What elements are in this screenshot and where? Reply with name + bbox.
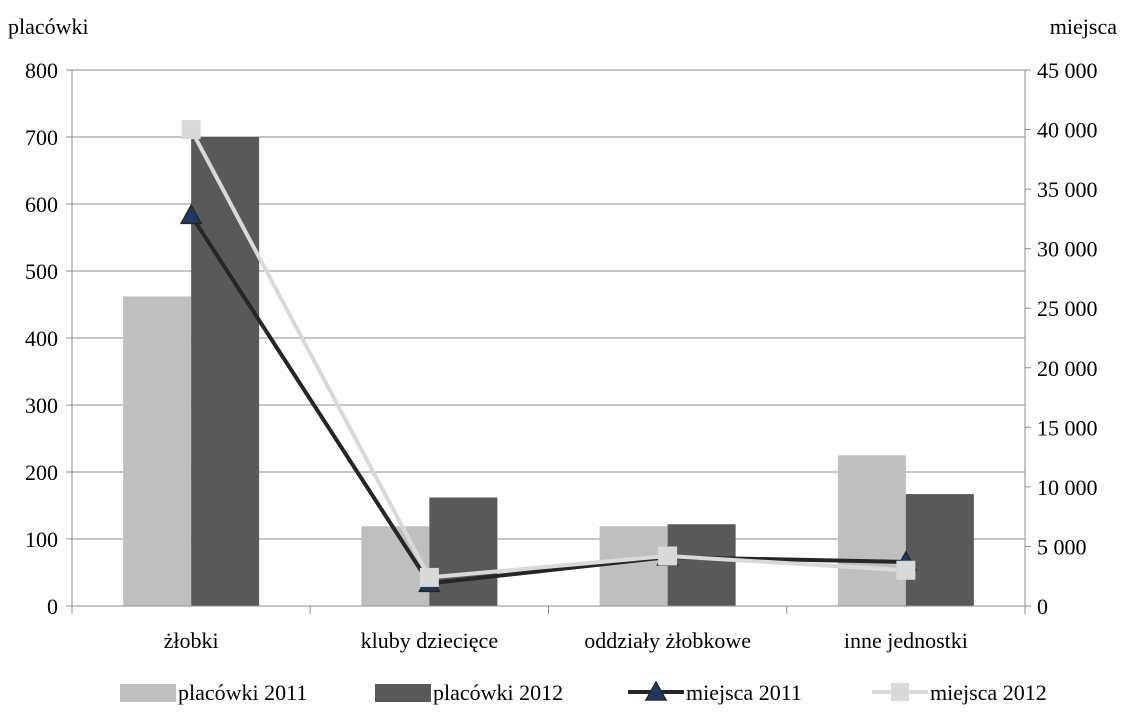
category-label: żłobki xyxy=(164,628,219,653)
left-tick-label: 700 xyxy=(25,125,58,150)
bar xyxy=(667,524,736,606)
right-tick-label: 45 000 xyxy=(1037,58,1098,83)
right-tick-label: 15 000 xyxy=(1037,415,1098,440)
left-tick-label: 200 xyxy=(25,460,58,485)
legend-label: miejsca 2011 xyxy=(686,680,802,705)
series-line xyxy=(189,214,906,586)
category-label: kluby dziecięce xyxy=(361,628,498,653)
bar xyxy=(429,497,498,606)
axes xyxy=(66,69,1031,614)
category-label: inne jednostki xyxy=(844,628,968,653)
left-axis-title: placówki xyxy=(8,14,89,39)
legend-marker xyxy=(891,683,909,701)
legend-label: placówki 2012 xyxy=(433,680,563,705)
point-marker xyxy=(658,546,678,566)
left-tick-label: 100 xyxy=(25,527,58,552)
left-tick-label: 800 xyxy=(25,58,58,83)
left-tick-label: 400 xyxy=(25,326,58,351)
right-tick-label: 35 000 xyxy=(1037,177,1098,202)
bar xyxy=(837,455,906,606)
right-tick-label: 30 000 xyxy=(1037,237,1098,262)
right-tick-label: 0 xyxy=(1037,594,1048,619)
legend-marker xyxy=(644,680,668,701)
left-tick-label: 0 xyxy=(47,594,58,619)
right-tick-label: 10 000 xyxy=(1037,475,1098,500)
right-axis-title: miejsca xyxy=(1050,14,1117,39)
left-tick-label: 500 xyxy=(25,259,58,284)
bar xyxy=(905,494,974,606)
left-tick-label: 600 xyxy=(25,192,58,217)
right-tick-label: 5 000 xyxy=(1037,534,1087,559)
series-line xyxy=(189,128,906,580)
bar xyxy=(599,526,668,606)
right-tick-label: 20 000 xyxy=(1037,356,1098,381)
point-marker xyxy=(419,567,439,587)
right-tick-label: 25 000 xyxy=(1037,296,1098,321)
legend: placówki 2011 placówki 2012 miejsca 2011 mi… xyxy=(120,680,1047,705)
right-tick-label: 40 000 xyxy=(1037,118,1098,143)
left-tick-label: 300 xyxy=(25,393,58,418)
legend-label: miejsca 2012 xyxy=(930,680,1047,705)
lines xyxy=(179,120,918,593)
bar xyxy=(191,137,260,606)
tick-labels: 0 100 200 300 400 500 600 700 800 0 5 000 10 000 15 … xyxy=(25,58,1098,653)
bars xyxy=(123,137,974,606)
bar xyxy=(123,296,192,606)
point-marker xyxy=(181,120,201,140)
category-label: oddziały żłobkowe xyxy=(584,628,751,653)
point-marker xyxy=(179,203,203,225)
legend-label: placówki 2011 xyxy=(178,680,307,705)
point-marker xyxy=(896,560,916,580)
legend-swatch xyxy=(375,684,431,702)
legend-swatch xyxy=(120,684,176,702)
